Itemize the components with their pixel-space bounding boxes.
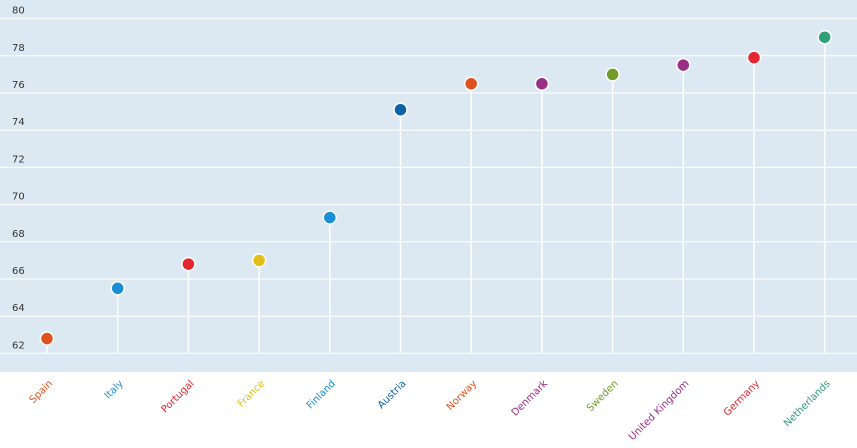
x-tick-label: Germany [722, 378, 762, 418]
y-tick-label: 74 [12, 117, 25, 128]
dot [39, 331, 55, 346]
x-tick-label: United Kingdom [627, 378, 692, 443]
x-tick-label: Austria [376, 378, 409, 411]
y-tick-label: 70 [12, 192, 25, 203]
dot [463, 76, 479, 91]
y-tick-label: 64 [12, 303, 25, 314]
x-tick-label: Spain [28, 378, 56, 406]
x-tick-label: Sweden [585, 378, 621, 414]
x-tick-label: Denmark [510, 378, 550, 418]
dot [322, 210, 338, 225]
plot-background [0, 0, 857, 372]
x-tick-label: Portugal [159, 378, 196, 415]
x-tick-label: Norway [445, 378, 480, 413]
dot [605, 67, 620, 82]
x-tick-label: Italy [103, 378, 126, 401]
y-tick-label: 78 [12, 43, 25, 54]
y-tick-label: 62 [12, 340, 25, 351]
dot [817, 29, 832, 45]
dot [676, 57, 691, 73]
x-tick-label: Netherlands [782, 378, 833, 429]
dot [534, 76, 550, 91]
x-tick-label: France [236, 378, 267, 409]
y-tick-label: 68 [12, 229, 25, 240]
dot [181, 256, 196, 272]
y-tick-label: 66 [12, 266, 25, 277]
y-tick-label: 80 [12, 6, 25, 17]
dot [393, 102, 408, 117]
y-tick-label: 72 [12, 154, 25, 165]
dot [746, 50, 762, 65]
y-tick-label: 76 [12, 80, 25, 91]
dot [110, 281, 125, 296]
dot [251, 253, 267, 268]
x-tick-label: Finland [305, 378, 338, 411]
